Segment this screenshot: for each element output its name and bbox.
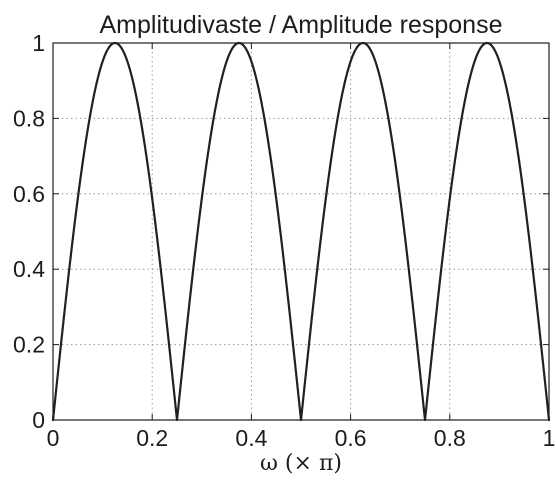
- x-tick-label-2: 0.4: [235, 425, 267, 451]
- tick-labels: 0 0.2 0.4 0.6 0.8 1 0 0.2 0.4 0.6 0.8 1: [13, 30, 555, 451]
- x-tick-label-1: 0.2: [136, 425, 168, 451]
- x-tick-label-0: 0: [47, 425, 60, 451]
- amplitude-response-line: [51, 41, 551, 422]
- y-tick-label-4: 0.8: [13, 105, 45, 131]
- x-tick-label-4: 0.8: [434, 425, 466, 451]
- chart-title: Amplitudivaste / Amplitude response: [100, 11, 503, 39]
- y-tick-label-3: 0.6: [13, 181, 45, 207]
- y-tick-label-5: 1: [32, 30, 45, 56]
- y-tick-label-1: 0.2: [13, 332, 45, 358]
- y-tick-label-2: 0.4: [13, 256, 45, 282]
- tick-marks: [52, 42, 550, 421]
- x-axis-label: ω (× π): [260, 451, 342, 476]
- series-layer: [51, 41, 551, 422]
- grid-layer: [53, 43, 549, 420]
- plot-frame: [52, 42, 550, 421]
- x-tick-label-5: 1: [543, 425, 556, 451]
- y-tick-label-0: 0: [32, 407, 45, 433]
- x-tick-label-3: 0.6: [335, 425, 367, 451]
